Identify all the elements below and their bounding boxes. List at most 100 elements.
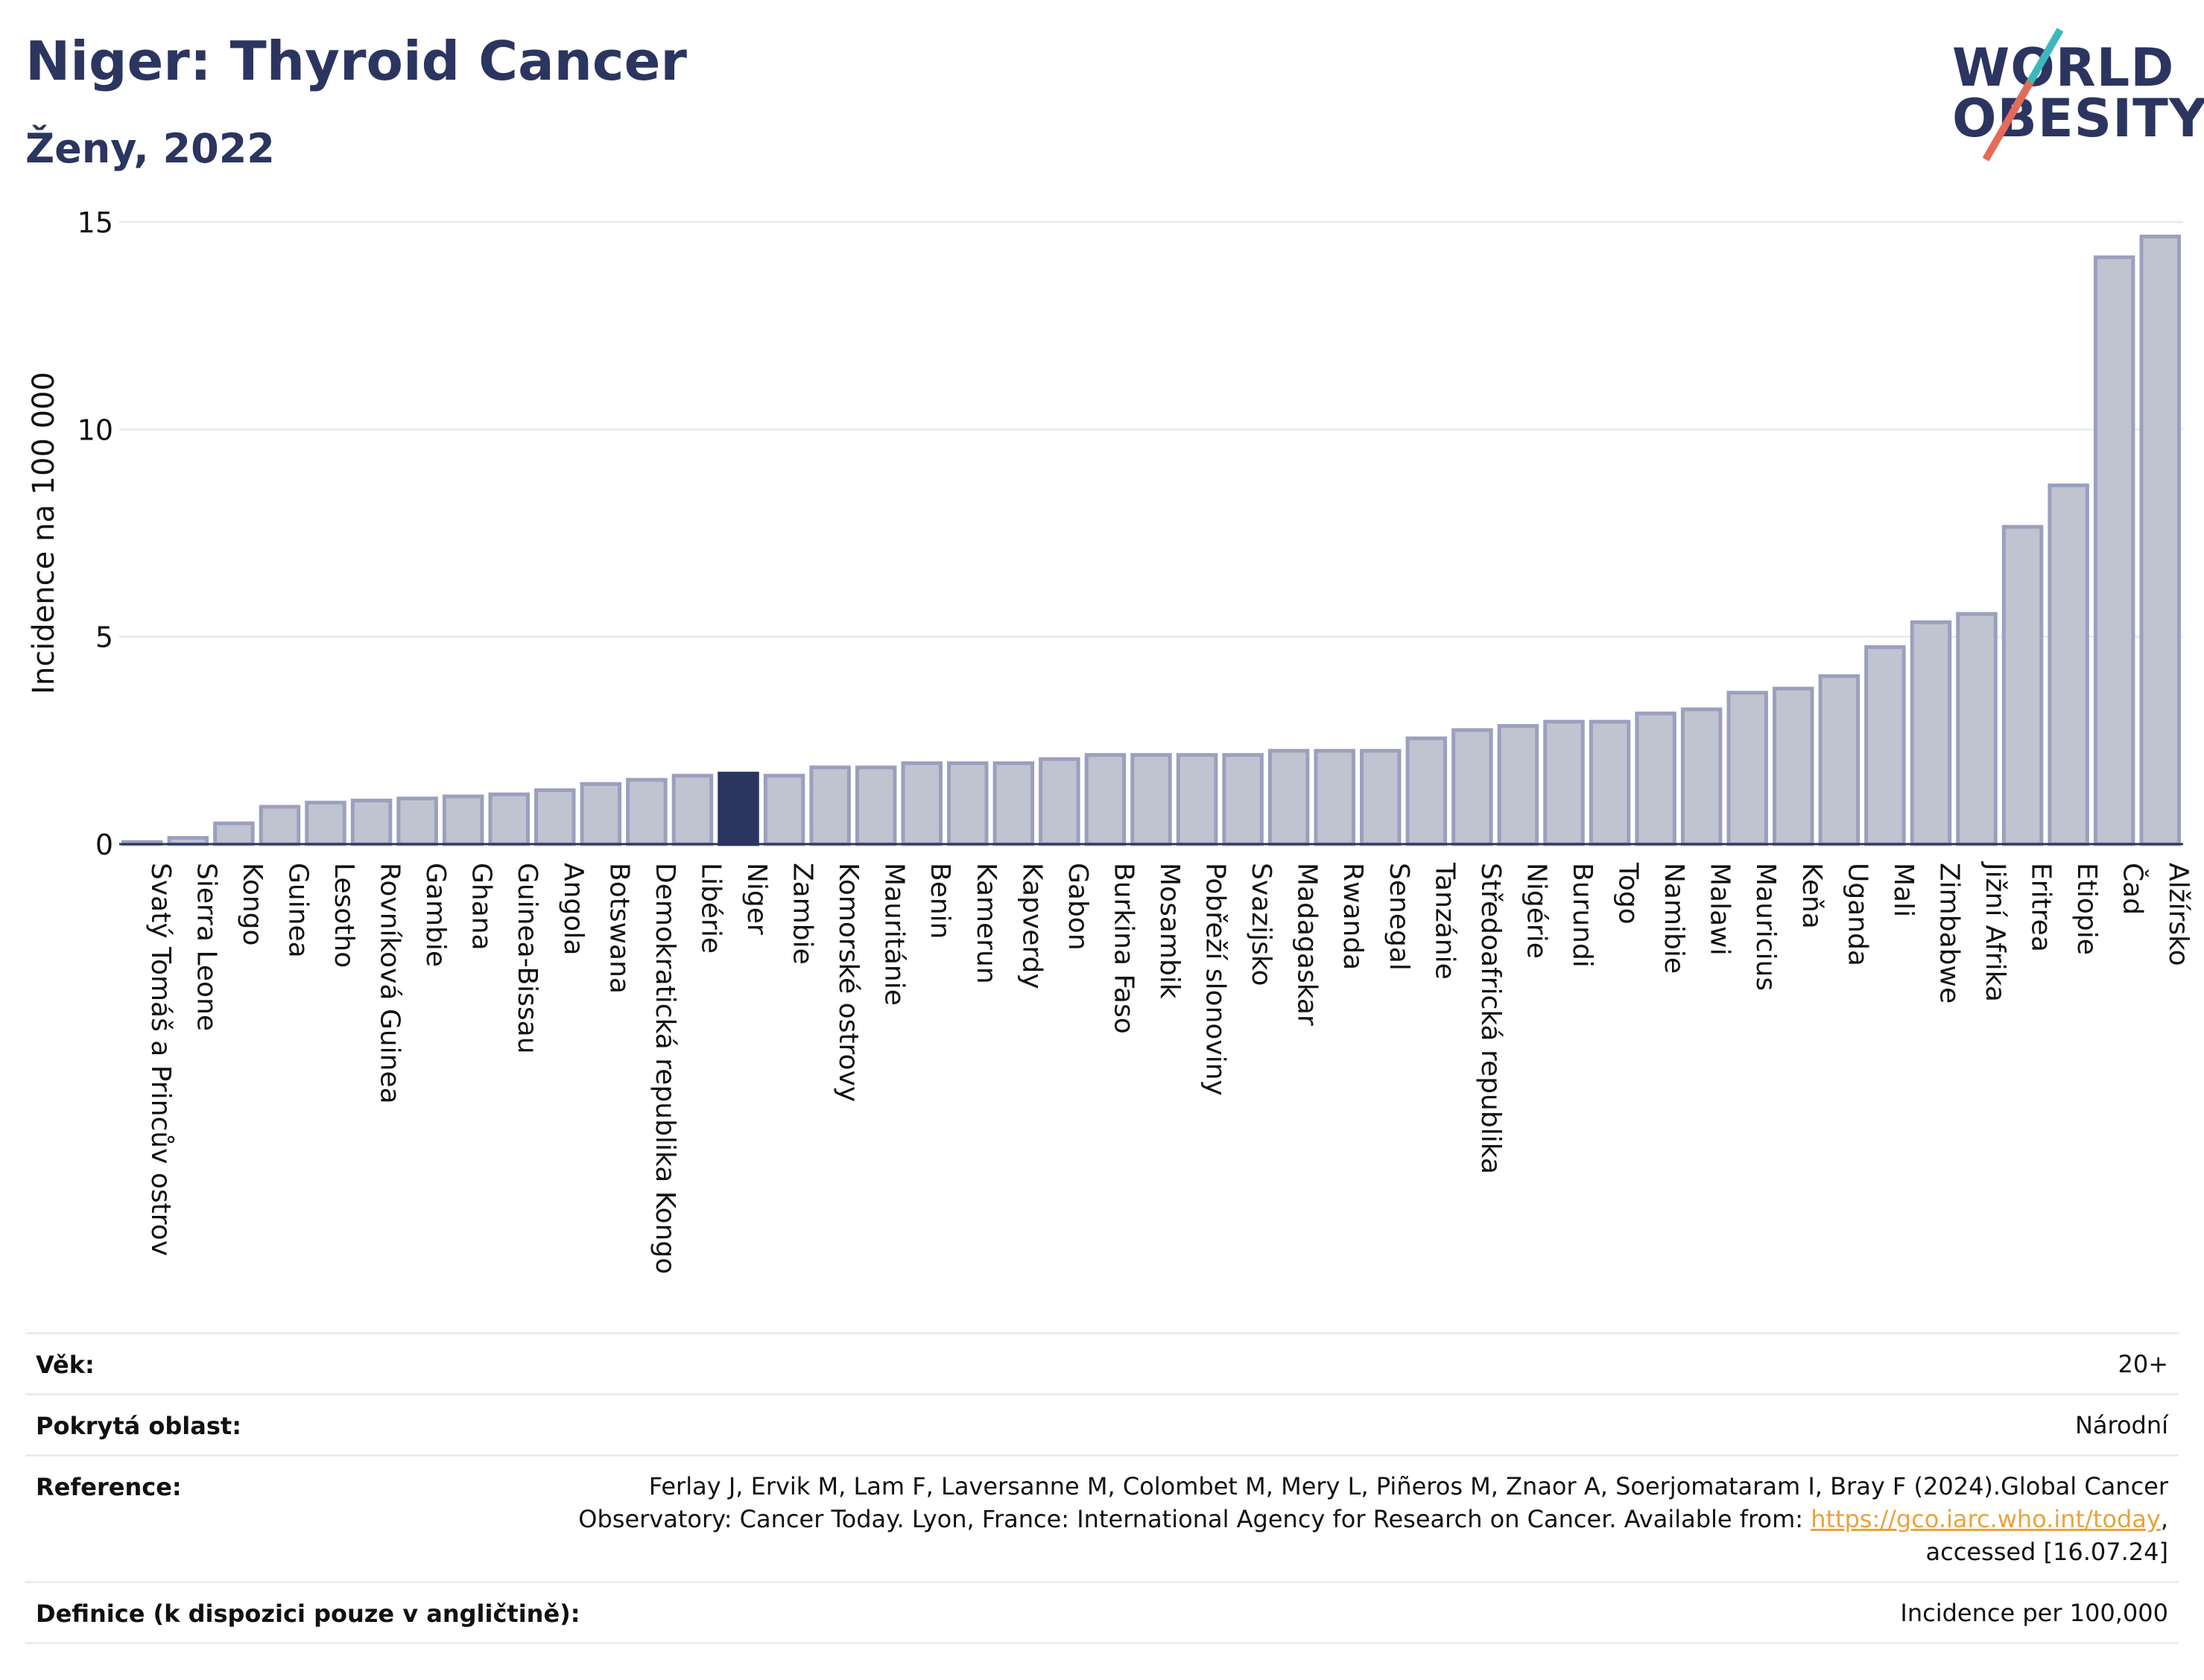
bar xyxy=(1818,674,1861,846)
bar xyxy=(1222,752,1264,846)
x-tick-label: Togo xyxy=(1613,862,1644,925)
x-tick-label: Ghana xyxy=(466,863,497,951)
x-tick-label: Mauritánie xyxy=(879,863,910,1006)
bar xyxy=(1497,723,1539,846)
x-tick-label: Gambie xyxy=(420,863,451,967)
bar xyxy=(396,796,438,846)
bar xyxy=(305,800,346,846)
bar xyxy=(442,794,484,846)
bar xyxy=(1543,720,1585,846)
coverage-label: Pokrytá oblast: xyxy=(36,1412,241,1440)
info-table: Věk: 20+ Pokrytá oblast: Národní Referen… xyxy=(25,1332,2179,1645)
x-tick-label: Mosambik xyxy=(1154,863,1185,999)
x-tick-label: Libérie xyxy=(695,863,726,954)
bar xyxy=(2048,483,2089,846)
world-obesity-logo: WORLD OBESITY xyxy=(1937,19,2204,162)
x-tick-label: Sierra Leone xyxy=(191,863,221,1031)
bar xyxy=(2139,234,2181,846)
x-tick-label: Burkina Faso xyxy=(1108,863,1139,1034)
bar xyxy=(763,773,805,846)
x-tick-label: Lesotho xyxy=(329,863,359,968)
x-tick-label: Jižní Afrika xyxy=(1980,861,2010,1002)
bar xyxy=(1726,691,1768,846)
x-tick-label: Rwanda xyxy=(1337,863,1368,970)
bar xyxy=(1405,736,1448,846)
x-tick-label: Madagaskar xyxy=(1292,863,1323,1026)
age-value: 20+ xyxy=(2118,1350,2168,1378)
y-axis-label: Incidence na 100 000 xyxy=(27,372,61,694)
x-tick-label: Demokratická republika Kongo xyxy=(650,863,680,1274)
x-tick-label: Namibie xyxy=(1659,863,1689,974)
reference-link[interactable]: https://gco.iarc.who.int/today xyxy=(1811,1505,2161,1533)
x-tick-label: Alžírsko xyxy=(2163,863,2194,966)
x-tick-label: Zambie xyxy=(788,863,818,965)
bar xyxy=(1360,749,1402,846)
x-tick-label: Svatý Tomáš a Princův ostrov xyxy=(145,863,176,1256)
x-tick-label: Keňa xyxy=(1796,863,1827,929)
bar xyxy=(1451,728,1493,846)
x-tick-label: Malawi xyxy=(1705,863,1735,956)
bar xyxy=(1864,645,1906,846)
axes: 0 5 10 15 Svatý Tomáš a Princův ostrov Sierra… xyxy=(77,206,2194,1274)
x-tick-label: Guinea xyxy=(282,863,313,958)
age-row: Věk: 20+ xyxy=(25,1332,2179,1395)
x-tick-label: Svazijsko xyxy=(1246,863,1276,986)
reference-value: Ferlay J, Ervik M, Lam F, Laversanne M, … xyxy=(578,1470,2168,1568)
chart-subtitle: Ženy, 2022 xyxy=(25,125,275,172)
x-tick-label: Gabon xyxy=(1063,863,1093,951)
bar xyxy=(2093,255,2135,846)
reference-line-2: Observatory: Cancer Today. Lyon, France:… xyxy=(578,1503,2168,1535)
reference-line-3: accessed [16.07.24] xyxy=(1925,1538,2168,1566)
bar xyxy=(1773,686,1814,846)
x-tick-label: Mali xyxy=(1888,863,1919,917)
bar-chart: 0 5 10 15 Svatý Tomáš a Princův ostrov Sierra… xyxy=(27,206,2194,1274)
x-tick-label: Uganda xyxy=(1842,863,1872,966)
x-tick-label: Čad xyxy=(2118,863,2149,915)
reference-label: Reference: xyxy=(36,1473,182,1501)
bar xyxy=(855,765,897,846)
x-tick-label: Senegal xyxy=(1384,863,1414,971)
x-tick-label: Botswana xyxy=(604,863,634,994)
bar xyxy=(718,771,759,846)
bar xyxy=(1956,612,1998,846)
definition-label: Definice (k dispozici pouze v angličtině… xyxy=(36,1600,580,1628)
bar xyxy=(1176,752,1218,846)
bar xyxy=(213,821,255,846)
bar xyxy=(809,765,851,846)
coverage-value: Národní xyxy=(2074,1411,2168,1439)
chart-title: Niger: Thyroid Cancer xyxy=(25,30,687,92)
x-tick-label: Niger xyxy=(741,863,772,935)
age-label: Věk: xyxy=(36,1351,95,1379)
y-tick-label: 0 xyxy=(95,828,113,861)
y-tick-label: 5 xyxy=(95,621,113,654)
info-bottom-border xyxy=(25,1642,2179,1644)
bar xyxy=(1039,757,1080,846)
x-tick-label: Tanzánie xyxy=(1429,862,1460,980)
bar xyxy=(1910,620,1952,846)
grid-lines xyxy=(119,221,2183,638)
bar xyxy=(1084,752,1127,846)
bar xyxy=(901,761,943,846)
bar xyxy=(626,778,668,846)
x-tick-label: Angola xyxy=(558,863,589,955)
reference-line-2-end: , xyxy=(2160,1505,2168,1533)
bar xyxy=(1130,752,1172,846)
x-tick-label: Rovníková Guinea xyxy=(375,863,405,1104)
bar xyxy=(1680,707,1723,846)
bar xyxy=(580,782,622,846)
bar xyxy=(1635,711,1676,846)
bar xyxy=(2001,524,2044,846)
reference-line-2-text: Observatory: Cancer Today. Lyon, France:… xyxy=(578,1505,1811,1533)
bar xyxy=(1314,749,1355,846)
bar xyxy=(947,761,989,846)
y-tick-label: 15 xyxy=(77,206,113,239)
x-tick-label: Komorské ostrovy xyxy=(833,863,864,1102)
bar xyxy=(992,761,1035,846)
x-tick-label: Etiopie xyxy=(2071,863,2102,955)
bar xyxy=(488,792,530,846)
x-tick-label: Benin xyxy=(925,863,955,939)
x-tick-label: Kamerun xyxy=(971,863,1001,984)
logo-line-1: WORLD xyxy=(1952,37,2175,98)
y-tick-label: 10 xyxy=(77,413,113,446)
reference-row: Reference: Ferlay J, Ervik M, Lam F, Lav… xyxy=(25,1454,2179,1583)
